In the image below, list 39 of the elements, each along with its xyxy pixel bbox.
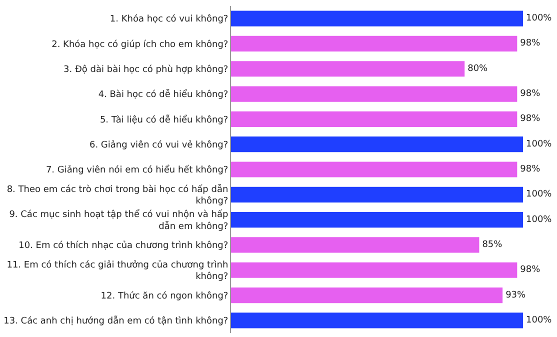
bar [231,287,503,304]
y-tick-label: 12. Thức ăn có ngon không? [100,290,228,302]
y-tick-label: 1. Khóa học có vui không? [110,14,228,25]
bar [231,111,518,127]
data-label: 93% [506,290,526,300]
data-label: 100% [526,315,552,326]
data-label: 100% [526,214,552,225]
bar [231,212,523,228]
data-label: 100% [526,14,552,24]
bar [231,162,518,178]
y-tick-label: 11. Em có thích các giải thưởng của chương trình không? [6,259,228,282]
y-tick-label: 9. Các mục sinh hoạt tập thể có vui nhộn và hấp dẫn em không? [9,209,228,232]
bar [231,312,523,328]
y-tick-label: 8. Theo em các trò chơi trong bài học có hấp dẫn không? [6,184,228,207]
y-tick-label: 7. Giảng viên nói em có hiểu hết không? [46,164,228,176]
data-label: 100% [526,190,552,200]
bar [231,186,523,202]
y-tick-label: 10. Em có thích nhạc của chương trình không? [18,240,228,252]
bar [231,237,480,253]
y-tick-label: 6. Giảng viên có vui vẻ không? [89,140,228,150]
bar [231,36,518,52]
data-label: 80% [468,64,488,74]
data-label: 98% [520,265,541,276]
data-label: 98% [520,38,541,49]
data-label: 98% [520,114,541,124]
bar [231,136,523,152]
y-tick-label: 4. Bài học có dễ hiểu không? [98,89,228,100]
y-tick-label: 2. Khóa học có giúp ích cho em không? [52,38,228,50]
y-tick-label: 13. Các anh chị hướng dẫn em có tận tình không? [4,316,228,327]
y-tick-label: 3. Độ dài bài học có phù hợp không? [64,64,228,76]
bar [231,61,465,77]
data-label: 98% [520,164,541,174]
bar [231,10,523,26]
data-label: 85% [482,240,503,250]
bar [231,86,518,102]
bar [231,262,518,278]
data-label: 98% [520,89,541,100]
y-tick-label: 5. Tài liệu có dễ hiểu không? [100,114,228,126]
data-label: 100% [526,139,552,150]
